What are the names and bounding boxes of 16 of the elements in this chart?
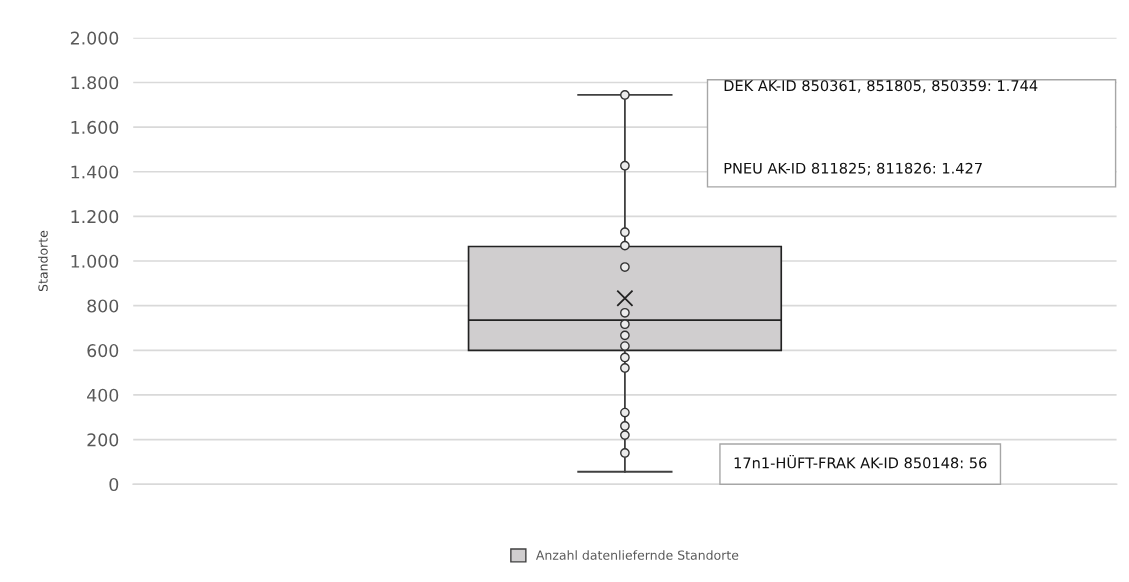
y-tick-label: 600 [87,344,119,358]
y-tick-label: 200 [87,433,119,447]
y-tick-label: 1.000 [71,254,119,268]
legend-label: Anzahl datenliefernde Standorte [535,550,739,560]
annotation: 17n1-HÜFT-FRAK AK-ID 850148: 56 [734,454,987,469]
y-tick-label: 1.600 [71,120,119,134]
annotation: PNEU AK-ID 811825; 811826: 1.427 [724,162,982,176]
y-tick-label: 2.000 [70,31,119,45]
annotation: DEK AK-ID 850361, 851805, 850359: 1.744 [724,80,1038,93]
y-axis-title: Standorte [38,230,48,292]
y-tick-label: 1.800 [71,76,119,90]
y-tick-label: 0 [109,477,119,492]
y-tick-label: 1.400 [71,165,119,179]
y-tick-label: 1.200 [71,210,119,224]
y-tick-label: 400 [87,388,119,402]
y-tick-label: 800 [87,299,119,313]
